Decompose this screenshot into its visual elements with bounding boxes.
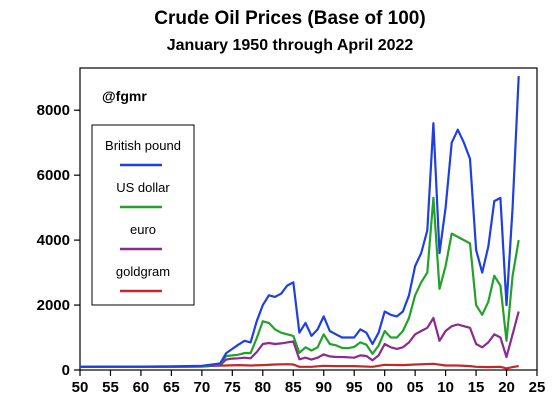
x-tick-label: 55: [102, 379, 119, 396]
series-line-euro: [79, 311, 520, 368]
y-tick-label: 0: [62, 362, 70, 379]
plot-frame: [79, 67, 538, 371]
x-tick-label: 95: [346, 379, 363, 396]
legend-label: goldgram: [116, 264, 170, 279]
legend: British pound US dollar euro goldgram: [91, 124, 195, 306]
legend-box: [91, 124, 195, 306]
y-tick-label: 8000: [37, 102, 70, 119]
x-tick-label: 70: [194, 379, 211, 396]
x-tick-label: 05: [407, 379, 424, 396]
x-tick-label: 75: [224, 379, 241, 396]
x-tick-label: 65: [163, 379, 180, 396]
x-tick-label: 90: [315, 379, 332, 396]
series-line-us-dollar: [79, 196, 520, 368]
y-tick-label: 2000: [37, 297, 70, 314]
x-tick-label: 10: [437, 379, 454, 396]
x-tick-label: 20: [498, 379, 515, 396]
x-tick-label: 85: [285, 379, 302, 396]
legend-label: euro: [130, 222, 156, 237]
chart-title: Crude Oil Prices (Base of 100): [154, 8, 425, 29]
x-tick-label: 50: [72, 379, 89, 396]
y-axis: 0 2000 4000 6000 8000: [37, 102, 80, 379]
y-tick-label: 6000: [37, 167, 70, 184]
x-tick-label: 60: [133, 379, 150, 396]
x-tick-label: 25: [529, 379, 546, 396]
series-lines: [79, 76, 520, 370]
y-tick-label: 4000: [37, 232, 70, 249]
chart-subtitle: January 1950 through April 2022: [167, 37, 414, 54]
series-line-british-pound: [79, 76, 520, 368]
legend-label: British pound: [105, 138, 181, 153]
legend-label: US dollar: [116, 180, 170, 195]
x-tick-label: 00: [376, 379, 393, 396]
chart-annotation: @fgmr: [102, 88, 147, 104]
x-tick-label: 15: [468, 379, 485, 396]
x-tick-label: 80: [254, 379, 271, 396]
x-axis: 50 55 60 65 70 75 80 85 90 95 00 05 10 15 20 25: [72, 370, 546, 396]
